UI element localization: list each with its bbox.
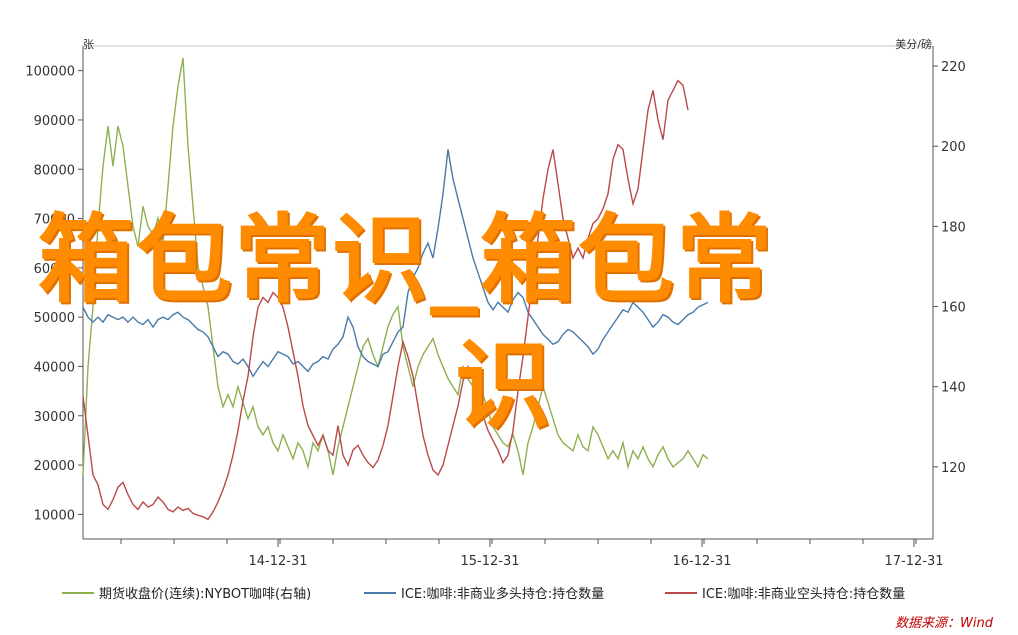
- left-tick-label: 80000: [34, 163, 75, 178]
- left-tick-label: 30000: [34, 410, 75, 425]
- left-tick-label: 10000: [34, 508, 75, 523]
- watermark-line-2: 识: [455, 330, 553, 442]
- right-tick-label: 120: [941, 461, 966, 476]
- left-tick-label: 90000: [34, 114, 75, 129]
- right-tick-label: 160: [941, 301, 966, 316]
- right-tick-label: 180: [941, 220, 966, 235]
- left-tick-label: 40000: [34, 360, 75, 375]
- left-tick-label: 50000: [34, 311, 75, 326]
- series-line-short-positions: [82, 79, 689, 521]
- x-tick-label: 14-12-31: [248, 554, 307, 569]
- right-tick-label: 220: [941, 60, 966, 75]
- x-axis-ticks: 14-12-31 15-12-31 16-12-31 17-12-31: [120, 539, 944, 569]
- legend-label-nybot: 期货收盘价(连续):NYBOT咖啡(右轴): [99, 586, 311, 602]
- right-tick-label: 140: [941, 381, 966, 396]
- left-tick-label: 60000: [34, 262, 75, 277]
- left-axis-unit: 张: [83, 38, 94, 51]
- right-axis-unit: 美分/磅: [895, 37, 932, 51]
- x-tick-label: 15-12-31: [460, 554, 519, 569]
- legend-label-short: ICE:咖啡:非商业空头持仓:持仓数量: [702, 587, 905, 602]
- right-axis-ticks: 120 140 160 180 200 220: [933, 60, 966, 476]
- left-tick-label: 70000: [34, 213, 75, 228]
- left-axis-ticks: 10000 20000 30000 40000 50000 60000 70000 80000…: [25, 65, 83, 523]
- legend-label-long: ICE:咖啡:非商业多头持仓:持仓数量: [401, 586, 604, 602]
- right-tick-label: 200: [941, 140, 966, 155]
- left-tick-label: 100000: [25, 65, 75, 80]
- x-tick-label: 16-12-31: [672, 554, 731, 569]
- legend: 期货收盘价(连续):NYBOT咖啡(右轴) ICE:咖啡:非商业多头持仓:持仓数…: [62, 586, 905, 602]
- data-source-label: 数据来源：Wind: [895, 616, 994, 631]
- series-line-nybot-price: [82, 57, 709, 476]
- left-tick-label: 20000: [34, 459, 75, 474]
- watermark-line-1: 箱包常识_箱包常: [38, 204, 774, 316]
- x-tick-label: 17-12-31: [884, 554, 943, 569]
- series-lines: [82, 57, 709, 521]
- series-line-long-positions: [82, 149, 709, 378]
